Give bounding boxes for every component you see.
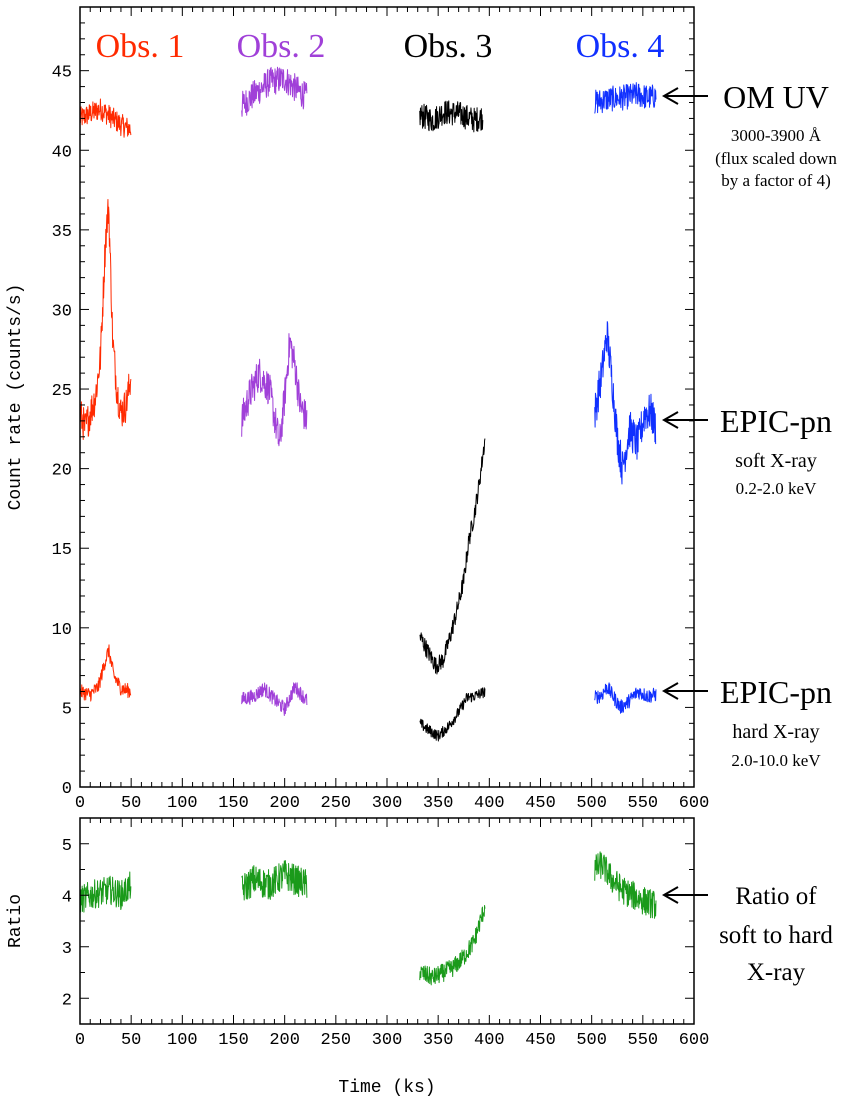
series-epic-pn-hard-obs-2 bbox=[241, 682, 308, 717]
x-tick-label: 50 bbox=[121, 1031, 141, 1050]
top-panel: 0 50 100 150 200 250 300 350 400 450 500 550 600 0 5 10… bbox=[52, 6, 710, 813]
x-tick-label: 300 bbox=[372, 794, 403, 813]
series-epic-pn-soft-obs-1 bbox=[79, 199, 132, 441]
bottom-y-axis-title: Ratio bbox=[6, 894, 26, 948]
series-om-uv-obs-1 bbox=[79, 98, 132, 138]
x-tick-label: 600 bbox=[679, 1031, 710, 1050]
series-om-uv-obs-3 bbox=[419, 100, 484, 133]
y-tick-label: 5 bbox=[62, 837, 72, 856]
x-tick-label: 500 bbox=[576, 794, 607, 813]
epic-soft-band-name: soft X-ray bbox=[735, 450, 817, 472]
x-tick-label: 150 bbox=[218, 794, 249, 813]
x-tick-label: 250 bbox=[321, 1031, 352, 1050]
x-tick-label: 200 bbox=[269, 1031, 300, 1050]
om-uv-note-line1: (flux scaled down bbox=[715, 149, 837, 168]
x-tick-label: 450 bbox=[525, 794, 556, 813]
x-tick-label: 0 bbox=[75, 1031, 85, 1050]
x-tick-label: 400 bbox=[474, 794, 505, 813]
arrow-epic-hard-icon bbox=[661, 682, 708, 700]
top-axes: 0 50 100 150 200 250 300 350 400 450 500 550 600 0 5 10… bbox=[52, 6, 710, 813]
arrow-om-uv-icon bbox=[661, 87, 708, 105]
annotation-epic-hard: EPIC-pn hard X-ray 2.0-10.0 keV bbox=[661, 674, 832, 770]
x-axis-title: Time (ks) bbox=[338, 1078, 435, 1098]
series-ratio-obs-2 bbox=[241, 860, 308, 901]
y-tick-label: 35 bbox=[52, 223, 72, 242]
x-tick-label: 600 bbox=[679, 794, 710, 813]
x-tick-label: 350 bbox=[423, 794, 454, 813]
arrow-epic-soft-icon bbox=[661, 411, 708, 429]
arrow-ratio-icon bbox=[661, 886, 708, 904]
x-tick-label: 100 bbox=[167, 1031, 198, 1050]
series-epic-pn-soft-obs-3 bbox=[419, 438, 486, 675]
bottom-series-group bbox=[79, 851, 657, 986]
ratio-line3: X-ray bbox=[747, 959, 806, 986]
series-om-uv-obs-4 bbox=[594, 82, 657, 114]
series-ratio-obs-4 bbox=[594, 851, 657, 919]
series-epic-pn-hard-obs-1 bbox=[79, 644, 132, 702]
x-tick-label: 150 bbox=[218, 1031, 249, 1050]
y-tick-label: 5 bbox=[62, 700, 72, 719]
epic-hard-band: 2.0-10.0 keV bbox=[731, 751, 821, 770]
annotation-epic-soft: EPIC-pn soft X-ray 0.2-2.0 keV bbox=[661, 403, 832, 498]
x-tick-label: 500 bbox=[576, 1031, 607, 1050]
y-tick-label: 2 bbox=[62, 991, 72, 1010]
om-uv-note-line2: by a factor of 4) bbox=[721, 171, 831, 190]
series-om-uv-obs-2 bbox=[241, 66, 308, 117]
x-tick-label: 450 bbox=[525, 1031, 556, 1050]
epic-soft-label: EPIC-pn bbox=[720, 403, 832, 439]
ratio-line1: Ratio of bbox=[735, 883, 817, 910]
annotation-om-uv: OM UV 3000-3900 Å (flux scaled down by a… bbox=[661, 79, 837, 190]
x-tick-label: 550 bbox=[628, 794, 659, 813]
y-tick-label: 30 bbox=[52, 302, 72, 321]
epic-hard-label: EPIC-pn bbox=[720, 674, 832, 710]
top-y-axis-title: Count rate (counts/s) bbox=[6, 284, 26, 511]
bottom-axes: 0 50 100 150 200 250 300 350 400 450 500 550 600 2 3 4 5 bbox=[62, 817, 710, 1050]
y-tick-label: 40 bbox=[52, 143, 72, 162]
series-ratio-obs-3 bbox=[419, 905, 486, 986]
y-tick-label: 25 bbox=[52, 382, 72, 401]
x-tick-label: 200 bbox=[269, 794, 300, 813]
top-series-group bbox=[79, 66, 657, 742]
x-tick-label: 400 bbox=[474, 1031, 505, 1050]
y-tick-label: 3 bbox=[62, 940, 72, 959]
ratio-line2: soft to hard bbox=[719, 922, 833, 949]
top-plot-frame bbox=[79, 6, 695, 788]
epic-hard-band-name: hard X-ray bbox=[732, 721, 819, 743]
y-tick-label: 10 bbox=[52, 621, 72, 640]
obs-label-1: Obs. 1 bbox=[96, 28, 185, 65]
y-tick-label: 0 bbox=[62, 780, 72, 799]
y-tick-label: 45 bbox=[52, 64, 72, 83]
annotation-ratio: Ratio of soft to hard X-ray bbox=[661, 883, 833, 986]
series-ratio-obs-1 bbox=[79, 871, 132, 913]
y-tick-label: 4 bbox=[62, 888, 72, 907]
x-tick-label: 250 bbox=[321, 794, 352, 813]
x-tick-label: 300 bbox=[372, 1031, 403, 1050]
bottom-panel: 0 50 100 150 200 250 300 350 400 450 500 550 600 2 3 4 5 bbox=[62, 817, 710, 1050]
series-epic-pn-soft-obs-2 bbox=[241, 333, 308, 447]
series-epic-pn-soft-obs-4 bbox=[594, 321, 657, 485]
obs-label-3: Obs. 3 bbox=[404, 28, 493, 65]
om-uv-band: 3000-3900 Å bbox=[731, 126, 822, 145]
epic-soft-band: 0.2-2.0 keV bbox=[736, 479, 817, 498]
obs-label-4: Obs. 4 bbox=[576, 28, 665, 65]
x-tick-label: 550 bbox=[628, 1031, 659, 1050]
x-tick-label: 100 bbox=[167, 794, 198, 813]
bottom-plot-frame bbox=[79, 817, 695, 1025]
y-tick-label: 20 bbox=[52, 462, 72, 481]
x-tick-label: 350 bbox=[423, 1031, 454, 1050]
obs-label-2: Obs. 2 bbox=[237, 28, 326, 65]
om-uv-label: OM UV bbox=[723, 79, 829, 115]
y-tick-label: 15 bbox=[52, 541, 72, 560]
x-tick-label: 0 bbox=[75, 794, 85, 813]
series-epic-pn-hard-obs-4 bbox=[594, 682, 657, 714]
series-epic-pn-hard-obs-3 bbox=[419, 687, 486, 742]
x-tick-label: 50 bbox=[121, 794, 141, 813]
